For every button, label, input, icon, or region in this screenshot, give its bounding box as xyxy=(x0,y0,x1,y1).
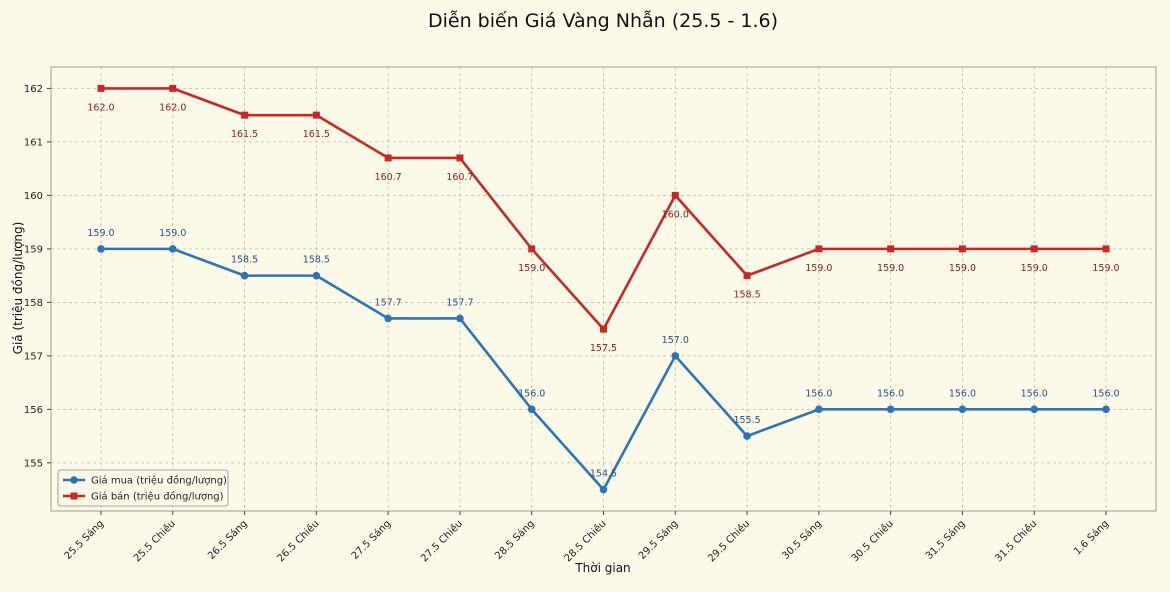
y-tick-label: 162 xyxy=(24,84,43,95)
data-point-marker xyxy=(527,405,536,414)
data-label: 159.0 xyxy=(87,228,114,239)
data-label: 159.0 xyxy=(1092,263,1119,274)
data-label: 158.5 xyxy=(303,255,330,266)
data-point-marker xyxy=(312,111,320,119)
data-label: 156.0 xyxy=(1092,388,1119,399)
chart-title: Diễn biến Giá Vàng Nhẫn (25.5 - 1.6) xyxy=(428,9,778,32)
data-point-marker xyxy=(1102,245,1110,253)
y-tick-label: 156 xyxy=(24,405,43,416)
plot-area: 155 156 157 158 159 160 161 162 25.5 Sáng 25.5 Ch… xyxy=(24,66,1157,565)
data-point-marker xyxy=(671,352,680,360)
x-tick-label: 28.5 Sáng xyxy=(493,518,537,562)
data-point-marker xyxy=(97,84,105,92)
data-label: 159.0 xyxy=(949,263,976,274)
x-tick-label: 27.5 Sáng xyxy=(349,518,393,562)
legend-box xyxy=(57,469,229,507)
data-point-marker xyxy=(815,245,823,253)
data-label: 160.7 xyxy=(446,172,473,183)
x-tick-label: 29.5 Sáng xyxy=(636,518,680,562)
data-point-marker xyxy=(312,271,321,280)
data-point-marker xyxy=(600,325,607,333)
data-point-marker xyxy=(887,245,895,253)
y-tick-label: 157 xyxy=(24,351,43,362)
data-point-marker xyxy=(743,432,751,440)
data-label: 162.0 xyxy=(87,102,114,113)
data-point-marker xyxy=(1102,405,1110,414)
y-axis-label: Giá (triệu đồng/lượng) xyxy=(11,222,25,355)
x-tick-label: 29.5 Chiều xyxy=(705,518,752,565)
data-point-marker xyxy=(815,405,823,414)
data-label: 154.5 xyxy=(590,469,617,480)
data-label: 156.0 xyxy=(805,388,832,399)
data-point-marker xyxy=(886,405,895,414)
data-label: 158.5 xyxy=(231,255,258,266)
y-tick-label: 158 xyxy=(24,298,43,309)
x-tick-label: 25.5 Sáng xyxy=(62,518,106,562)
legend-label: Giá mua (triệu đồng/lượng) xyxy=(91,475,227,487)
data-label: 157.0 xyxy=(662,335,689,346)
data-point-marker xyxy=(1030,405,1039,414)
data-label: 159.0 xyxy=(518,263,545,274)
data-label: 156.0 xyxy=(949,388,976,399)
y-tick-label: 160 xyxy=(24,191,43,202)
x-tick-label: 31.5 Chiều xyxy=(993,518,1040,565)
data-label: 161.5 xyxy=(303,129,330,140)
x-tick-label: 27.5 Chiều xyxy=(418,518,465,565)
data-label: 159.0 xyxy=(877,263,904,274)
data-label: 157.5 xyxy=(590,343,617,354)
data-point-marker xyxy=(169,84,177,92)
data-label: 157.7 xyxy=(446,297,473,308)
data-point-marker xyxy=(97,245,105,253)
legend-marker xyxy=(70,476,78,484)
data-label: 159.0 xyxy=(159,228,186,239)
data-label: 156.0 xyxy=(518,388,545,399)
x-tick-label: 1.6 Sáng xyxy=(1071,518,1111,558)
data-label: 158.5 xyxy=(733,290,760,301)
x-tick-label: 31.5 Sáng xyxy=(923,518,967,562)
x-tick-label: 26.5 Sáng xyxy=(205,518,249,562)
y-tick-label: 161 xyxy=(24,137,43,148)
y-tick-label: 155 xyxy=(24,458,43,469)
data-point-marker xyxy=(958,245,966,253)
data-label: 157.7 xyxy=(375,297,402,308)
x-axis-label: Thời gian xyxy=(574,561,630,575)
legend-marker xyxy=(70,492,78,500)
legend: Giá mua (triệu đồng/lượng) Giá bán (triệu… xyxy=(57,469,229,507)
data-point-marker xyxy=(384,154,392,162)
data-label: 162.0 xyxy=(159,102,186,113)
data-point-marker xyxy=(240,271,249,280)
data-label: 160.7 xyxy=(375,172,402,183)
data-point-marker xyxy=(456,154,464,162)
legend-label: Giá bán (triệu đồng/lượng) xyxy=(91,491,224,503)
data-point-marker xyxy=(1030,245,1038,253)
data-point-marker xyxy=(528,245,536,253)
x-tick-label: 26.5 Chiều xyxy=(275,518,322,565)
data-point-marker xyxy=(958,405,967,414)
data-point-marker xyxy=(241,111,249,119)
data-label: 155.5 xyxy=(733,415,760,426)
x-tick-label: 30.5 Sáng xyxy=(780,518,824,562)
data-label: 159.0 xyxy=(1021,263,1048,274)
x-tick-label: 28.5 Chiều xyxy=(562,518,609,565)
x-tick-label: 30.5 Chiều xyxy=(849,518,896,565)
data-label: 160.0 xyxy=(662,209,689,220)
data-label: 161.5 xyxy=(231,129,258,140)
data-label: 156.0 xyxy=(1021,388,1048,399)
data-point-marker xyxy=(456,314,464,323)
data-label: 156.0 xyxy=(877,388,904,399)
data-point-marker xyxy=(599,485,608,494)
data-point-marker xyxy=(168,245,177,253)
data-point-marker xyxy=(671,191,679,199)
data-point-marker xyxy=(743,272,751,280)
data-point-marker xyxy=(384,314,392,323)
y-tick-label: 159 xyxy=(24,244,43,255)
x-tick-label: 25.5 Chiều xyxy=(131,518,178,565)
data-label: 159.0 xyxy=(805,263,832,274)
